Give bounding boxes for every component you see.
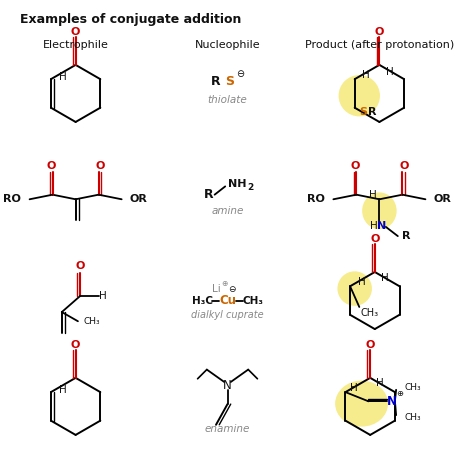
Text: Li: Li xyxy=(211,284,220,294)
Text: Electrophile: Electrophile xyxy=(43,40,109,50)
Text: O: O xyxy=(71,27,80,37)
Ellipse shape xyxy=(338,75,380,116)
Text: H: H xyxy=(386,67,393,77)
Text: R: R xyxy=(204,188,214,201)
Text: enamine: enamine xyxy=(205,425,250,434)
Text: O: O xyxy=(399,161,409,171)
Text: ⊕: ⊕ xyxy=(396,389,403,399)
Text: CH₃: CH₃ xyxy=(404,413,421,422)
Ellipse shape xyxy=(362,193,397,229)
Text: thiolate: thiolate xyxy=(208,95,247,106)
Text: H: H xyxy=(369,190,376,200)
Text: Cu: Cu xyxy=(219,294,236,307)
Text: RO: RO xyxy=(3,194,21,204)
Text: O: O xyxy=(370,234,380,244)
Ellipse shape xyxy=(337,271,372,306)
Text: CH₃: CH₃ xyxy=(84,317,100,326)
Text: dialkyl cuprate: dialkyl cuprate xyxy=(191,310,264,320)
Text: ⊖: ⊖ xyxy=(228,285,236,294)
Text: Product (after protonation): Product (after protonation) xyxy=(305,40,454,50)
Text: OR: OR xyxy=(434,194,452,204)
Text: O: O xyxy=(350,161,360,171)
Text: R: R xyxy=(211,75,221,88)
Text: H: H xyxy=(350,382,358,393)
Text: CH₃: CH₃ xyxy=(360,308,378,318)
Text: 2: 2 xyxy=(247,183,254,192)
Text: N: N xyxy=(386,395,397,408)
Text: Examples of conjugate addition: Examples of conjugate addition xyxy=(20,13,242,26)
Text: N: N xyxy=(377,221,386,231)
Text: RO: RO xyxy=(307,194,325,204)
Text: H: H xyxy=(362,69,370,80)
Text: O: O xyxy=(365,340,375,350)
Text: NH: NH xyxy=(228,179,247,188)
Text: O: O xyxy=(75,262,85,271)
Text: R: R xyxy=(368,107,376,117)
Text: H₃C: H₃C xyxy=(191,295,213,306)
Ellipse shape xyxy=(335,381,388,426)
Text: O: O xyxy=(71,340,80,350)
Text: R: R xyxy=(402,231,410,241)
Text: O: O xyxy=(375,27,384,37)
Text: ⊖: ⊖ xyxy=(237,69,245,79)
Text: O: O xyxy=(95,161,105,171)
Text: amine: amine xyxy=(211,206,244,216)
Text: CH₃: CH₃ xyxy=(242,295,264,306)
Text: O: O xyxy=(46,161,56,171)
Text: H: H xyxy=(58,385,66,395)
Text: S: S xyxy=(359,107,367,117)
Text: H: H xyxy=(370,221,377,231)
Text: H: H xyxy=(375,378,383,388)
Text: H: H xyxy=(381,273,389,282)
Text: H: H xyxy=(358,277,365,287)
Text: Nucleophile: Nucleophile xyxy=(195,40,260,50)
Text: N: N xyxy=(223,379,232,392)
Text: OR: OR xyxy=(130,194,148,204)
Text: CH₃: CH₃ xyxy=(404,383,421,392)
Text: ⊕: ⊕ xyxy=(221,279,228,288)
Text: H: H xyxy=(58,72,66,82)
Text: S: S xyxy=(225,75,234,88)
Text: H: H xyxy=(100,291,107,301)
